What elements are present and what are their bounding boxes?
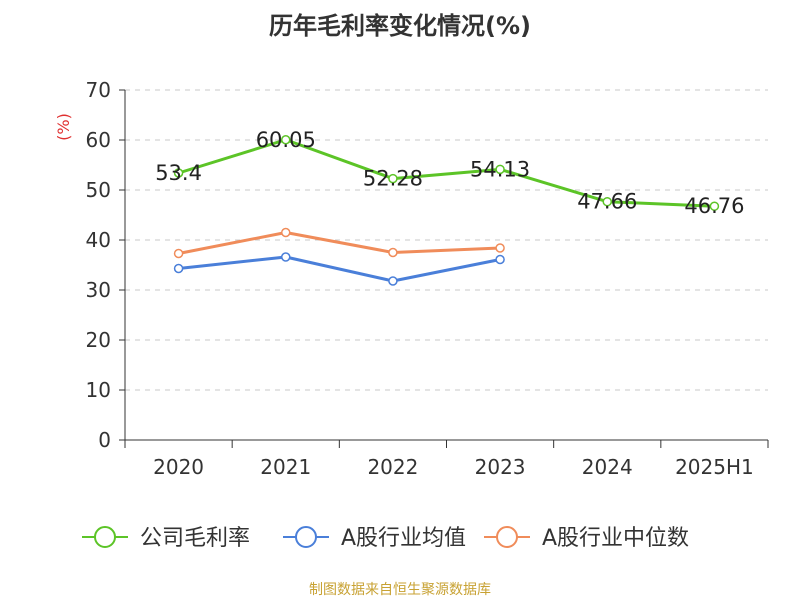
legend-marker — [496, 526, 518, 548]
data-label: 54.13 — [470, 157, 530, 181]
y-axis-label: (%) — [54, 113, 73, 141]
y-tick-label: 20 — [86, 328, 111, 352]
x-tick-label: 2021 — [260, 455, 311, 479]
x-tick-label: 2023 — [475, 455, 526, 479]
data-label: 53.4 — [155, 161, 202, 185]
data-point — [709, 201, 720, 211]
y-tick-label: 70 — [86, 78, 111, 102]
data-point — [388, 173, 398, 184]
data-point — [602, 196, 612, 207]
y-tick-label: 50 — [86, 178, 111, 202]
source-footer: 制图数据来自恒生聚源数据库 — [309, 582, 491, 598]
x-tick-label: 2024 — [582, 455, 633, 479]
series-line — [178, 231, 501, 255]
y-tick-label: 40 — [86, 228, 111, 252]
x-tick-label: 2022 — [367, 455, 418, 479]
series-layer — [173, 135, 720, 286]
y-tick-label: 0 — [98, 428, 111, 452]
legend-label: A股行业均值 — [341, 526, 466, 551]
data-point — [173, 263, 184, 274]
axes: 0 10 20 30 40 50 60 70 2020 2021 2022 2023 2024 2025H… — [54, 78, 769, 479]
data-labels: 53.4 60.05 52.28 54.13 47.66 46.76 — [155, 128, 744, 218]
data-point — [281, 252, 291, 262]
data-label: 60.05 — [256, 128, 316, 152]
y-tick-label: 10 — [86, 378, 111, 402]
data-label: 47.66 — [577, 190, 637, 214]
chart-title: 历年毛利率变化情况(%) — [269, 12, 531, 40]
data-point — [281, 135, 291, 145]
legend-marker — [94, 526, 116, 548]
data-label: 46.76 — [684, 194, 744, 218]
x-tick-label: 2025H1 — [675, 455, 754, 479]
series-line — [178, 255, 501, 283]
data-point — [495, 243, 505, 253]
data-point — [173, 168, 184, 178]
data-point — [388, 276, 398, 286]
y-tick-label: 30 — [86, 278, 111, 302]
legend-label: A股行业中位数 — [542, 526, 689, 551]
data-point — [495, 254, 505, 265]
data-point — [495, 164, 505, 175]
data-label: 52.28 — [363, 167, 423, 191]
data-point — [388, 247, 398, 258]
y-tick-label: 60 — [86, 128, 111, 152]
grid-lines — [125, 89, 768, 391]
series-line — [178, 138, 715, 208]
legend: 公司毛利率 A股行业均值 A股行业中位数 — [82, 526, 689, 551]
data-point — [173, 248, 184, 259]
x-tick-label: 2020 — [153, 455, 204, 479]
legend-label: 公司毛利率 — [140, 526, 250, 551]
data-point — [281, 227, 291, 238]
legend-marker — [295, 526, 317, 548]
